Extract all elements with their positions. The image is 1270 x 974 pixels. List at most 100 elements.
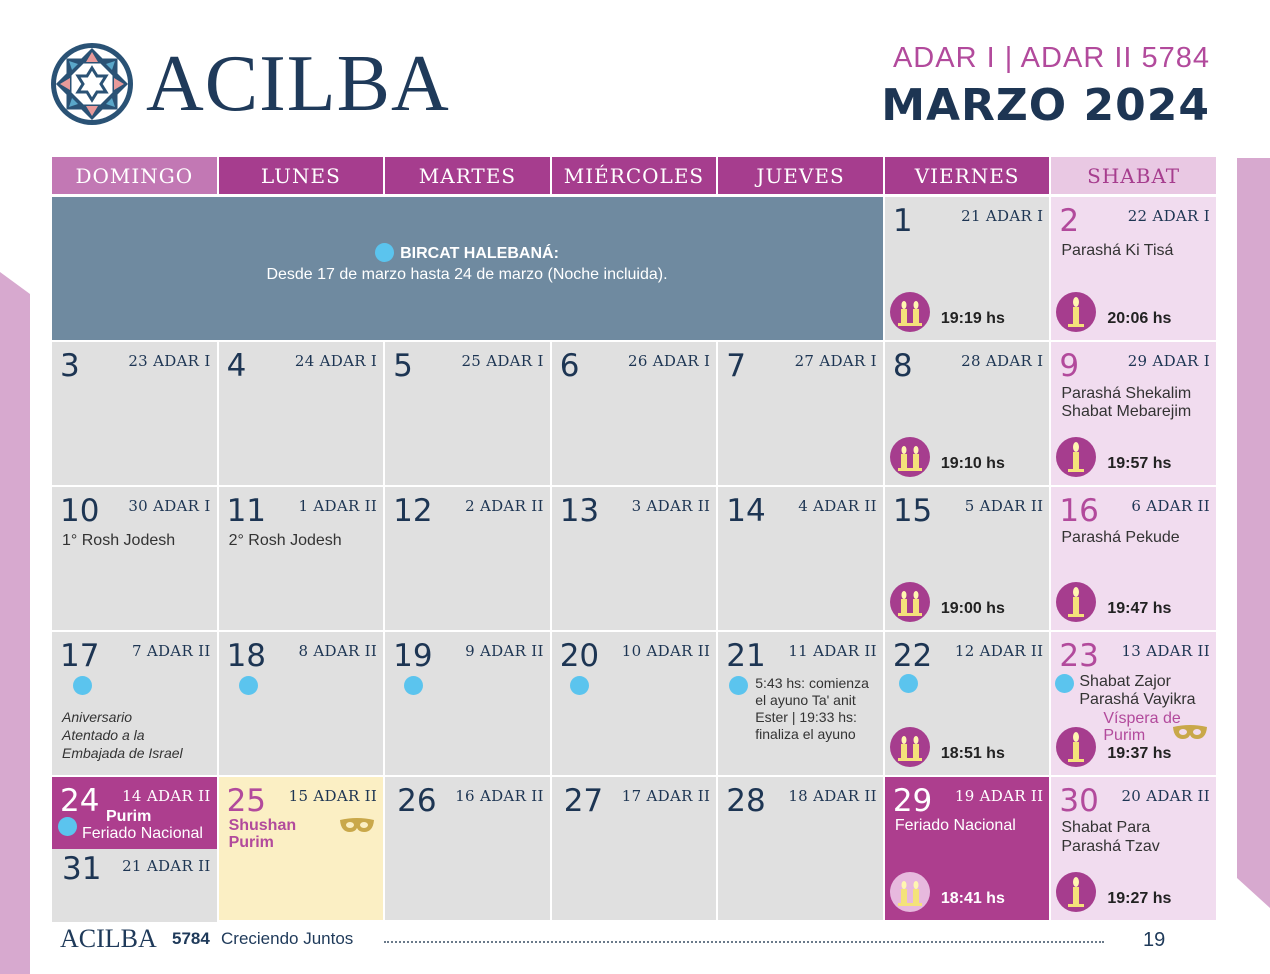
moon-dot-icon (569, 676, 589, 695)
day-cell-23[interactable]: 23 13 ADAR II Shabat Zajor Parashá Vayik… (1051, 632, 1218, 777)
day-number: 16 (1059, 493, 1099, 529)
day-cell-16[interactable]: 16 6 ADAR II Parashá Pekude 19:47 hs (1051, 487, 1218, 632)
day-number: 28 (726, 783, 766, 819)
day-cell-2[interactable]: 2 22 ADAR I Parashá Ki Tisá 20:06 hs (1051, 197, 1218, 342)
day-cell-14[interactable]: 14 4 ADAR II (718, 487, 885, 632)
day-number: 7 (726, 348, 746, 384)
day-number: 25 (226, 783, 267, 819)
day-note: Shabat Para (1061, 819, 1151, 836)
hebrew-date: 2 ADAR II (465, 497, 544, 515)
hebrew-months: ADAR I | ADAR II 5784 (892, 42, 1210, 74)
two-candles-icon (889, 872, 930, 912)
day-note: Parashá Shekalim (1061, 385, 1192, 402)
day-number: 2 (1059, 203, 1080, 239)
day-cell-28[interactable]: 28 18 ADAR II (718, 777, 885, 922)
day-number: 17 (60, 638, 100, 674)
day-number: 15 (892, 493, 933, 529)
day-cell-12[interactable]: 12 2 ADAR II (385, 487, 552, 632)
day-cell-19[interactable]: 19 9 ADAR II (385, 632, 552, 777)
day-note: finaliza el ayuno (755, 726, 856, 742)
two-candles-icon (889, 727, 930, 767)
purim-mask-icon (340, 818, 375, 832)
day-cell-24[interactable]: 24 14 ADAR II Purim Feriado Nacional (52, 777, 217, 849)
weekday-wednesday: MIÉRCOLES (551, 157, 719, 197)
havdala-candle-icon (1056, 582, 1097, 622)
day-cell-1[interactable]: 1 21 ADAR I 19:19 hs (884, 197, 1052, 342)
day-note: Purim (106, 808, 152, 825)
day-cell-17[interactable]: 17 7 ADAR II Aniversario Atentado a la E… (52, 632, 219, 777)
two-candles-icon (889, 437, 930, 477)
purim-mask-icon (1172, 725, 1207, 739)
day-cell-22[interactable]: 22 12 ADAR II 18:51 hs (884, 632, 1052, 777)
weekday-shabat: SHABAT (1051, 157, 1218, 197)
day-cell-10[interactable]: 10 30 ADAR I 1° Rosh Jodesh (52, 487, 219, 632)
hebrew-date: 9 ADAR II (465, 642, 544, 660)
day-cell-4[interactable]: 4 24 ADAR I (218, 342, 386, 487)
calendar-grid: DOMINGO LUNES MARTES MIÉRCOLES JUEVES VI… (52, 157, 1218, 922)
day-cell-27[interactable]: 27 17 ADAR II (551, 777, 719, 922)
day-number: 13 (559, 493, 600, 529)
day-number: 6 (559, 348, 580, 384)
day-cell-31[interactable]: 31 21 ADAR II (52, 849, 217, 922)
day-cell-26[interactable]: 26 16 ADAR II (385, 777, 552, 922)
banner-title-row: BIRCAT HALEBANÁ: (52, 243, 882, 263)
day-number: 8 (892, 348, 913, 384)
day-cell-6[interactable]: 6 26 ADAR I (551, 342, 719, 487)
day-number: 31 (62, 851, 102, 887)
hebrew-date: 10 ADAR II (621, 642, 711, 660)
day-number: 22 (892, 638, 933, 674)
day-cell-18[interactable]: 18 8 ADAR II (218, 632, 386, 777)
day-cell-7[interactable]: 7 27 ADAR I (718, 342, 885, 487)
day-cell-15[interactable]: 15 5 ADAR II 19:00 hs (884, 487, 1052, 632)
day-number: 18 (226, 638, 267, 674)
right-decoration (1237, 158, 1270, 908)
day-note: Embajada de Israel (62, 745, 183, 761)
day-cell-5[interactable]: 5 25 ADAR I (385, 342, 552, 487)
day-note: Purim (1103, 727, 1146, 744)
day-number: 29 (892, 783, 933, 819)
banner-text: Desde 17 de marzo hasta 24 de marzo (Noc… (266, 266, 668, 283)
day-number: 1 (892, 203, 913, 239)
day-number: 4 (226, 348, 247, 384)
hebrew-date: 17 ADAR II (621, 787, 711, 805)
day-cell-20[interactable]: 20 10 ADAR II (551, 632, 719, 777)
banner-title: BIRCAT HALEBANÁ: (400, 245, 559, 262)
weekday-tuesday: MARTES (385, 157, 552, 197)
day-cell-29[interactable]: 29 19 ADAR II Feriado Nacional 18:41 hs (884, 777, 1052, 922)
day-cell-13[interactable]: 13 3 ADAR II (551, 487, 719, 632)
day-note: Parashá Pekude (1061, 529, 1180, 546)
hebrew-date: 23 ADAR I (128, 352, 211, 370)
day-note: Atentado a la (62, 727, 145, 743)
moon-dot-icon (404, 676, 424, 695)
moon-dot-icon (898, 674, 918, 693)
day-number: 12 (393, 493, 433, 529)
day-cell-8[interactable]: 8 28 ADAR I 19:10 hs (884, 342, 1052, 487)
day-note: el ayuno Ta' anit (755, 692, 856, 708)
hebrew-date: 21 ADAR I (961, 207, 1044, 225)
hebrew-date: 19 ADAR II (954, 787, 1044, 805)
day-cell-21[interactable]: 21 11 ADAR II 5:43 hs: comienza el ayuno… (718, 632, 885, 777)
hebrew-date: 18 ADAR II (788, 787, 877, 805)
hebrew-date: 29 ADAR I (1127, 352, 1210, 370)
day-note: 1° Rosh Jodesh (62, 532, 176, 549)
day-note: 5:43 hs: comienza (755, 675, 869, 691)
moon-dot-icon (375, 243, 395, 262)
moon-dot-icon (58, 817, 77, 836)
havdala-candle-icon (1056, 292, 1097, 332)
hebrew-date: 25 ADAR I (461, 352, 544, 370)
day-number: 30 (1059, 783, 1099, 819)
hebrew-date: 22 ADAR I (1127, 207, 1210, 225)
hebrew-date: 21 ADAR II (122, 857, 211, 875)
day-cell-11[interactable]: 11 1 ADAR II 2° Rosh Jodesh (218, 487, 386, 632)
day-cell-3[interactable]: 3 23 ADAR I (52, 342, 219, 487)
day-cell-30[interactable]: 30 20 ADAR II Shabat Para Parashá Tzav 1… (1051, 777, 1218, 922)
two-candles-icon (889, 582, 930, 622)
day-note: Aniversario (62, 709, 133, 725)
day-cell-25[interactable]: 25 15 ADAR II Shushan Purim (218, 777, 386, 922)
hebrew-date: 13 ADAR II (1121, 642, 1210, 660)
day-note: Parashá Vayikra (1079, 691, 1196, 708)
day-cell-9[interactable]: 9 29 ADAR I Parashá Shekalim Shabat Meba… (1051, 342, 1218, 487)
page-title: MARZO 2024 (881, 80, 1210, 131)
moon-dot-icon (729, 676, 749, 695)
havdala-time: 19:47 hs (1107, 600, 1172, 617)
